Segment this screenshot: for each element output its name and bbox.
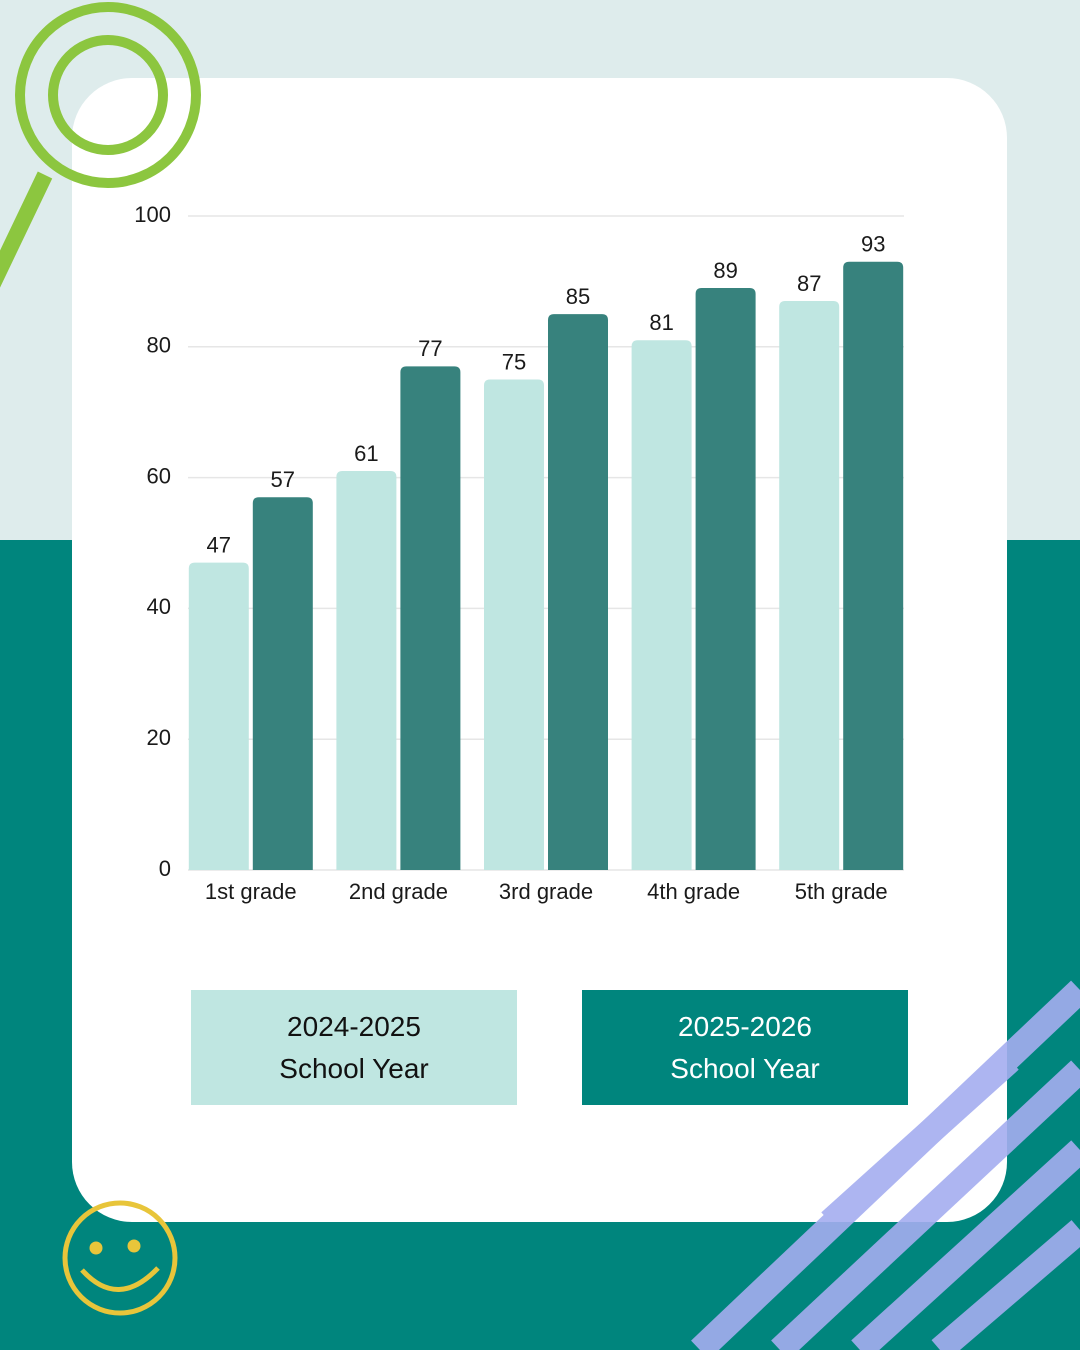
data-label: 81 (649, 310, 673, 335)
data-label: 61 (354, 441, 378, 466)
bar (484, 379, 544, 870)
x-tick-label: 3rd grade (499, 879, 593, 904)
magnifier-doodle (0, 2, 201, 288)
bar (631, 340, 692, 870)
y-tick-label: 40 (147, 594, 171, 619)
data-label: 75 (502, 349, 526, 374)
x-tick-label: 4th grade (647, 879, 740, 904)
bar (400, 366, 461, 870)
x-tick-label: 5th grade (795, 879, 888, 904)
legend-item: 2024-2025 School Year (191, 990, 517, 1105)
legend-label: 2025-2026 School Year (670, 1010, 820, 1084)
data-label: 57 (271, 467, 295, 492)
bar (843, 261, 904, 870)
data-label: 85 (566, 284, 590, 309)
data-label: 89 (713, 258, 737, 283)
bar (252, 497, 313, 870)
data-label: 87 (797, 271, 821, 296)
smiley-doodle (62, 1200, 178, 1316)
x-tick-label: 1st grade (205, 879, 297, 904)
x-tick-label: 2nd grade (349, 879, 448, 904)
y-tick-label: 20 (147, 725, 171, 750)
bar (548, 314, 608, 871)
legend-item: 2025-2026 School Year (582, 990, 908, 1105)
stripes-doodle (691, 980, 1080, 1350)
data-label: 77 (418, 336, 442, 361)
y-tick-label: 0 (159, 856, 171, 881)
bar (336, 471, 397, 870)
bar (695, 287, 756, 870)
y-tick-label: 100 (134, 202, 171, 227)
y-tick-label: 80 (147, 333, 171, 358)
data-label: 93 (861, 232, 885, 257)
y-tick-label: 60 (147, 463, 171, 488)
data-label: 47 (207, 532, 231, 557)
bar (779, 301, 840, 870)
legend-label: 2024-2025 School Year (279, 1010, 429, 1084)
bar (188, 562, 249, 870)
